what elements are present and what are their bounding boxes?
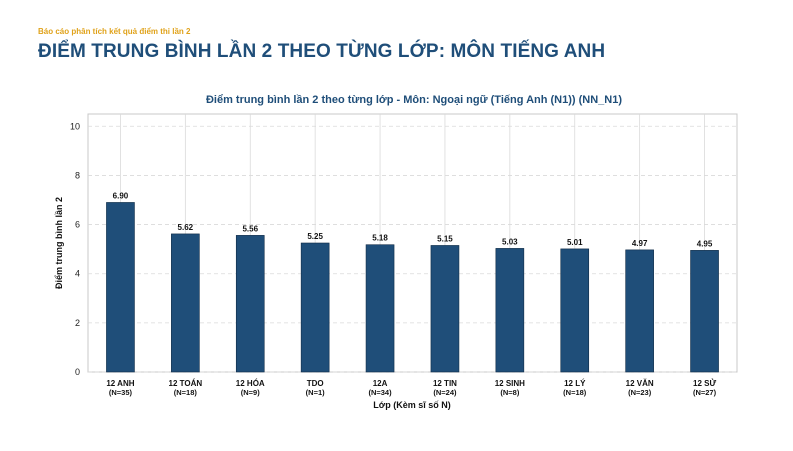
- bars-group: 6.90 5.62 5.56 5.25 5.18 5.15 5.03 5.01 4.97 4.95: [106, 191, 719, 373]
- x-tick-label: 12 SINH: [495, 379, 525, 388]
- x-tick-count: (N=8): [500, 388, 519, 397]
- bar: [495, 248, 525, 373]
- bar-value-label: 5.15: [437, 234, 453, 243]
- x-tick-count: (N=18): [174, 388, 198, 397]
- y-axis-label: Điểm trung bình lần 2: [54, 197, 64, 289]
- report-kicker: Báo cáo phân tích kết quả điểm thi lần 2: [38, 27, 191, 36]
- x-tick-count: (N=24): [433, 388, 457, 397]
- x-tick-count: (N=9): [241, 388, 260, 397]
- bar: [171, 233, 200, 373]
- x-axis-label: Lớp (Kèm sĩ số N): [373, 400, 450, 410]
- x-tick-label: 12A: [373, 379, 388, 388]
- bar: [365, 244, 395, 373]
- bar-value-label: 6.90: [113, 191, 129, 200]
- y-tick-label: 0: [75, 367, 80, 377]
- bar: [106, 202, 135, 373]
- x-tick-label: 12 SỬ: [693, 379, 716, 388]
- chart-title: Điểm trung bình lần 2 theo từng lớp - Mô…: [206, 94, 622, 106]
- x-tick-count: (N=1): [306, 388, 325, 397]
- x-tick-label: 12 HÓA: [236, 379, 265, 388]
- x-tick-count: (N=18): [563, 388, 587, 397]
- bar: [235, 235, 265, 373]
- y-axis: 0 2 4 6 8 10: [70, 121, 80, 377]
- bar-value-label: 4.95: [697, 239, 713, 248]
- page-title: ĐIỂM TRUNG BÌNH LẦN 2 THEO TỪNG LỚP: MÔN…: [38, 41, 606, 62]
- bar: [690, 250, 719, 373]
- x-tick-label: 12 TOÁN: [169, 379, 203, 388]
- y-tick-label: 8: [75, 170, 80, 180]
- bar-value-label: 5.25: [307, 232, 323, 241]
- x-tick-label: 12 LÝ: [564, 379, 586, 388]
- bar-value-label: 5.03: [502, 237, 518, 246]
- bar-value-label: 4.97: [632, 239, 648, 248]
- bar-value-label: 5.56: [242, 224, 258, 233]
- y-tick-label: 2: [75, 318, 80, 328]
- x-tick-count: (N=34): [368, 388, 392, 397]
- bar: [560, 248, 590, 373]
- x-tick-label: 12 TIN: [433, 379, 457, 388]
- y-tick-label: 6: [75, 220, 80, 230]
- x-tick-label: 12 ANH: [106, 379, 134, 388]
- bar: [430, 245, 460, 373]
- bar: [625, 249, 654, 373]
- bar-value-label: 5.18: [372, 234, 388, 243]
- x-tick-count: (N=35): [109, 388, 133, 397]
- x-axis: 12 ANH(N=35)12 TOÁN(N=18)12 HÓA(N=9)TDO(…: [106, 379, 716, 397]
- y-tick-label: 10: [70, 121, 80, 131]
- x-tick-label: TDO: [307, 379, 324, 388]
- x-tick-count: (N=23): [628, 388, 652, 397]
- x-tick-label: 12 VĂN: [626, 379, 654, 388]
- bar: [300, 242, 330, 373]
- bar-value-label: 5.01: [567, 238, 583, 247]
- x-tick-count: (N=27): [693, 388, 717, 397]
- bar-value-label: 5.62: [178, 223, 194, 232]
- y-tick-label: 4: [75, 269, 80, 279]
